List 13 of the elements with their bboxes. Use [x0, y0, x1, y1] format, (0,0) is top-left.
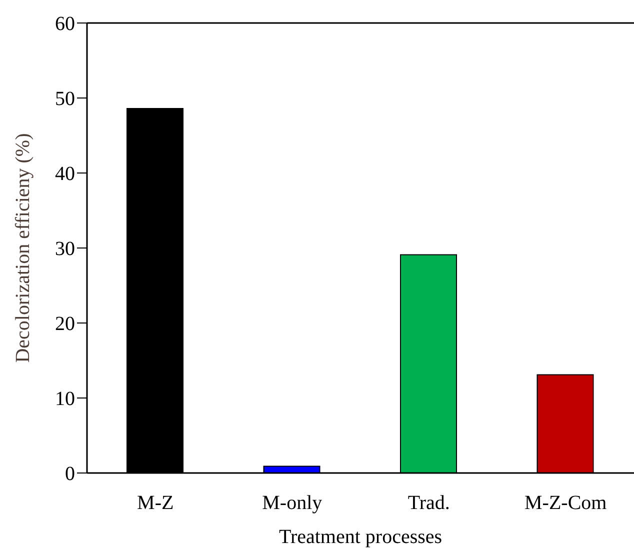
y-tick-label: 50	[55, 88, 75, 110]
y-tick-label: 60	[55, 13, 75, 36]
x-axis-title: Treatment processes	[278, 526, 442, 548]
y-axis-title: Decolorization efficieny (%)	[12, 133, 34, 363]
x-tick-label: M-Z	[137, 492, 174, 514]
x-tick-label: Trad.	[408, 492, 450, 514]
y-tick-label: 30	[55, 238, 75, 260]
x-tick-label: M-Z-Com	[524, 492, 608, 514]
x-tick-label: M-only	[262, 492, 322, 514]
y-tick-label: 0	[65, 463, 75, 486]
y-tick-label: 20	[55, 313, 75, 336]
y-tick-label: 40	[55, 163, 75, 186]
y-tick-label: 10	[55, 388, 75, 410]
